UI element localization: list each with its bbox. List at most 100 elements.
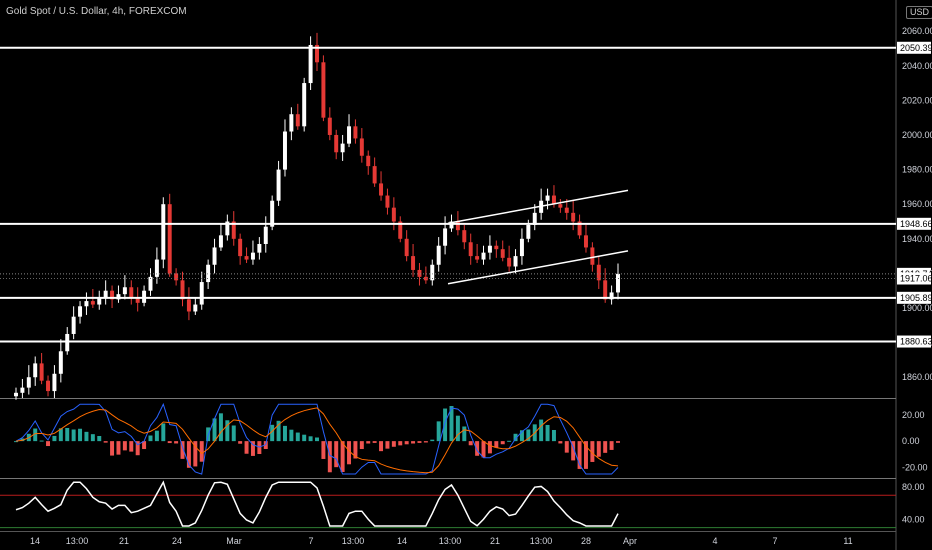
candle-body xyxy=(545,195,550,201)
macd-histogram-bar xyxy=(78,428,83,442)
price-axis-label-bg xyxy=(897,272,931,285)
candle-body xyxy=(238,238,243,257)
candle-body xyxy=(443,228,448,246)
candle-body xyxy=(500,249,505,258)
macd-histogram-bar xyxy=(321,441,326,459)
macd-histogram-bar xyxy=(295,432,300,442)
macd-histogram-bar xyxy=(417,441,422,443)
candle-body xyxy=(250,252,255,260)
macd-histogram-bar xyxy=(135,441,140,456)
macd-histogram-bar xyxy=(571,441,576,461)
macd-histogram-bar xyxy=(231,425,236,442)
x-tick-label: 13:00 xyxy=(66,536,89,546)
candle-body xyxy=(167,204,172,274)
x-tick-label: Mar xyxy=(226,536,242,546)
candle-body xyxy=(116,294,121,300)
candle-body xyxy=(142,290,147,303)
candle-body xyxy=(263,226,268,244)
candle-body xyxy=(609,292,614,300)
candle-body xyxy=(411,256,416,270)
candle-body xyxy=(65,333,70,352)
macd-histogram-bar xyxy=(500,441,505,445)
x-tick-label: 28 xyxy=(581,536,591,546)
candle-body xyxy=(103,290,108,298)
candle-body xyxy=(462,230,467,243)
candle-body xyxy=(564,207,569,213)
macd-histogram-bar xyxy=(366,441,371,444)
macd-histogram-bar xyxy=(430,439,435,442)
macd-histogram-bar xyxy=(583,441,588,469)
price-axis-label-bg xyxy=(897,217,931,230)
x-tick-label: 13:00 xyxy=(530,536,553,546)
candle-body xyxy=(391,207,396,222)
candle-body xyxy=(532,212,537,225)
macd-histogram-bar xyxy=(590,441,595,462)
candle-body xyxy=(558,204,563,208)
price-axis-label-bg xyxy=(897,41,931,54)
macd-histogram-bar xyxy=(97,436,102,442)
channel-trendline[interactable] xyxy=(447,250,629,285)
candle-body xyxy=(379,183,384,196)
y-tick-label: 1960.00 xyxy=(902,199,932,209)
macd-histogram-bar xyxy=(577,441,582,469)
y-tick-label: 2000.00 xyxy=(902,130,932,140)
x-tick-label: 13:00 xyxy=(439,536,462,546)
macd-histogram-bar xyxy=(423,441,428,443)
y-tick-label: 1860.00 xyxy=(902,372,932,382)
price-axis-label: 1948.66 xyxy=(900,219,932,229)
macd-histogram-bar xyxy=(391,441,396,447)
candle-body xyxy=(494,245,499,250)
y-top-label-bg xyxy=(897,0,931,3)
x-tick-label: 21 xyxy=(490,536,500,546)
macd-histogram-bar xyxy=(65,427,70,442)
macd-histogram-bar xyxy=(282,425,287,442)
candle-body xyxy=(270,200,275,227)
macd-histogram-bar xyxy=(481,441,486,458)
candle-body xyxy=(519,238,524,257)
candle-body xyxy=(308,44,313,84)
macd-histogram-bar xyxy=(507,440,512,442)
macd-histogram-bar xyxy=(558,441,563,444)
candle-body xyxy=(14,392,18,397)
macd-histogram-bar xyxy=(161,423,166,442)
macd-histogram-bar xyxy=(616,441,620,443)
macd-histogram-bar xyxy=(609,441,614,450)
candle-body xyxy=(372,166,377,184)
macd-histogram-bar xyxy=(315,437,319,442)
macd-y-tick: -20.00 xyxy=(902,462,928,472)
macd-histogram-bar xyxy=(347,441,352,465)
candle-body xyxy=(33,363,38,378)
candle-body xyxy=(206,264,211,283)
macd-histogram-bar xyxy=(193,441,198,467)
channel-trendline[interactable] xyxy=(447,189,629,224)
currency-selector[interactable]: USD xyxy=(906,6,932,19)
macd-histogram-bar xyxy=(46,441,51,447)
macd-histogram-bar xyxy=(359,441,364,450)
macd-histogram-bar xyxy=(468,441,473,446)
candle-body xyxy=(129,287,134,298)
macd-histogram-bar xyxy=(436,421,441,442)
candle-body xyxy=(513,256,518,267)
candle-body xyxy=(26,377,31,388)
macd-histogram-bar xyxy=(539,419,544,442)
macd-histogram-bar xyxy=(334,441,339,468)
macd-histogram-bar xyxy=(122,441,127,451)
candle-body xyxy=(327,117,332,135)
macd-histogram-bar xyxy=(58,428,63,442)
y-tick-label: 1900.00 xyxy=(902,303,932,313)
macd-histogram-bar xyxy=(519,430,524,442)
macd-histogram-bar xyxy=(110,441,115,456)
macd-histogram-bar xyxy=(52,435,57,442)
macd-histogram-bar xyxy=(372,441,377,443)
macd-histogram-bar xyxy=(353,441,358,459)
macd-histogram-bar xyxy=(487,441,492,454)
macd-histogram-bar xyxy=(526,429,531,442)
macd-histogram-bar xyxy=(475,441,480,456)
candle-body xyxy=(507,257,512,267)
price-axis-label: 1905.89 xyxy=(900,293,932,303)
candle-body xyxy=(218,235,223,248)
candle-body xyxy=(475,256,480,260)
candle-body xyxy=(174,273,179,281)
candle-body xyxy=(603,280,608,300)
